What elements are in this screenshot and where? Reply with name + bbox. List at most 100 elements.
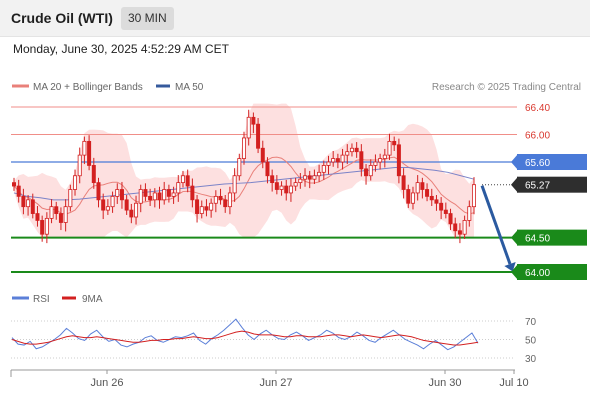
candle-body [382,154,387,159]
candle-body [49,206,54,219]
candle-body [180,175,185,184]
candle-body [77,154,82,177]
candle-body [129,209,134,218]
candle-body [232,175,237,194]
candle-body [16,185,21,197]
forecast-arrow [480,185,512,265]
candle-body [143,189,148,197]
candle-body [378,158,383,163]
candle-body [256,123,261,149]
candle-body [425,189,430,197]
candle-body [185,175,190,187]
candle-body [96,182,101,201]
rsi-tick-label: 70 [525,317,537,328]
candle-body [190,185,195,201]
candle-body [21,195,26,208]
candle-body [63,206,68,223]
rsi-legend-label: RSI [33,294,50,305]
candle-body [40,220,45,235]
bollinger-band [14,103,474,238]
candle-body [274,182,279,190]
candle-body [392,140,397,146]
candle-body [166,189,171,197]
rsi-line [11,318,479,351]
candle-body [115,189,120,197]
candle-body [87,140,92,166]
candle-body [58,213,63,223]
candle-body [298,178,303,184]
level-label-pointer [511,229,518,246]
candle-body [429,195,434,201]
candle-body [11,182,16,187]
candle-body [134,202,139,218]
candle-body [68,189,73,208]
candle-body [364,168,369,177]
candle-body [138,189,143,204]
candle-body [359,151,364,170]
candle-body [387,140,392,156]
candle-body [345,151,350,156]
last-price-label-box [517,176,587,193]
rsi-tick-label: 30 [525,354,537,365]
candle-body [293,182,298,187]
level-label-box-support [517,229,587,246]
candle-body [199,206,204,214]
candle-body [26,199,31,208]
level-label-pivot: 65.60 [525,158,550,169]
candle-body [462,220,467,235]
ma20-legend-label: MA 20 + Bollinger Bands [33,82,143,93]
candle-body [284,185,289,194]
candle-body [335,158,340,163]
candle-body [91,165,96,184]
instrument-title: Crude Oil (WTI) [11,10,113,26]
candle-body [368,165,373,177]
candle-body [209,202,214,211]
candle-body [251,116,256,125]
candle-body [312,175,317,180]
level-label-box-support [517,264,587,280]
candle-body [457,230,462,235]
candle-body [448,213,453,225]
candle-body [54,206,59,214]
candle-body [406,189,411,204]
candle-body [246,116,251,139]
candle-body [148,195,153,201]
copyright-text: Research © 2025 Trading Central [432,82,581,93]
candle-body [415,182,420,194]
candle-body [349,147,354,153]
candle-body [270,175,275,184]
level-label-support: 64.50 [525,234,550,245]
level-label-resistance: 66.00 [525,131,550,142]
forecast-arrow-head [504,261,516,272]
candle-body [340,154,345,163]
x-axis-labels: Jun 26 Jun 27 Jun 30 Jul 10 [90,370,529,389]
candle-body [265,161,270,177]
level-label-support: 64.00 [525,268,550,279]
candle-body [30,199,35,214]
candle-body [420,182,425,190]
candle-body [223,199,228,208]
candle-body [410,192,415,204]
candle-body [44,217,49,235]
candle-body [331,158,336,163]
candle-body [354,147,359,153]
candle-body [101,199,106,211]
candle-body [35,213,40,221]
candle-body [396,144,401,177]
chart-datetime: Monday, June 30, 2025 4:52:29 AM CET [13,42,229,56]
candle-body [227,192,232,208]
last-price-label: 65.27 [525,181,550,192]
candle-body [162,189,167,201]
candles [11,109,476,244]
candle-body [467,206,472,221]
candle-body [288,185,293,194]
candle-body [453,223,458,232]
rsi-ma-line [11,330,479,346]
level-label-box-pivot [517,154,587,170]
candle-body [401,175,406,190]
x-axis-label: Jun 30 [428,377,461,389]
timeframe-badge[interactable]: 30 MIN [121,7,174,30]
level-label-pointer [511,154,518,170]
x-axis-label: Jun 26 [90,377,123,389]
